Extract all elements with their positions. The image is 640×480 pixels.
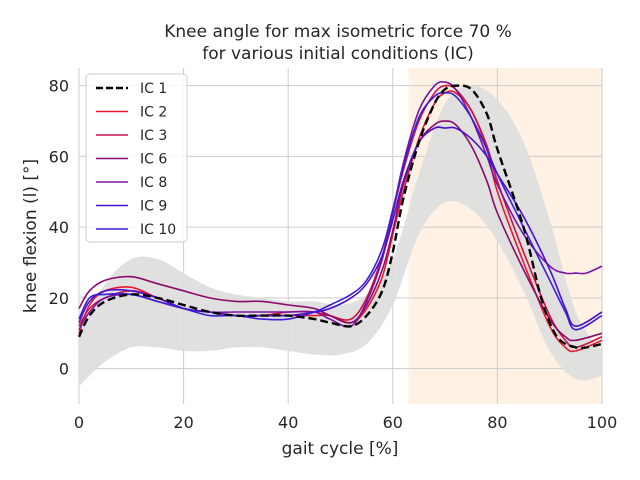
reference-band xyxy=(79,85,602,387)
chart-subtitle: for various initial conditions (IC) xyxy=(202,44,474,64)
chart-title: Knee angle for max isometric force 70 % xyxy=(164,22,512,42)
legend-box xyxy=(85,73,188,243)
y-tick-label: 60 xyxy=(49,147,69,166)
x-axis-ticks: 0 20 40 60 80 100 xyxy=(74,413,617,432)
legend-label: IC 1 xyxy=(140,81,167,97)
series-line-ic-6 xyxy=(78,120,603,342)
legend-label: IC 8 xyxy=(140,175,167,191)
y-tick-label: 20 xyxy=(49,289,69,308)
y-tick-label: 40 xyxy=(49,218,69,237)
legend-label: IC 6 xyxy=(140,152,167,168)
y-tick-label: 0 xyxy=(59,360,69,379)
legend-label: IC 9 xyxy=(140,199,167,215)
plot-area xyxy=(77,68,603,404)
x-tick-label: 100 xyxy=(587,413,618,432)
x-tick-label: 60 xyxy=(383,413,403,432)
legend: IC 1 IC 2 IC 3 IC 6 IC 8 IC 9 IC 10 xyxy=(85,73,188,243)
legend-label: IC 2 xyxy=(140,105,167,121)
y-axis-ticks: 0 20 40 60 80 xyxy=(49,77,69,379)
series-line-ic-10 xyxy=(78,91,603,331)
legend-label: IC 10 xyxy=(140,222,176,238)
series-line-ic-1 xyxy=(77,84,603,350)
y-axis-label: knee flexion (l) [°] xyxy=(21,159,41,313)
x-tick-label: 20 xyxy=(173,413,193,432)
x-tick-label: 0 xyxy=(74,413,84,432)
x-tick-label: 40 xyxy=(278,413,298,432)
series-lines xyxy=(77,80,603,353)
legend-label: IC 3 xyxy=(140,128,167,144)
x-axis-label: gait cycle [%] xyxy=(282,439,399,459)
x-tick-label: 80 xyxy=(487,413,507,432)
y-tick-label: 80 xyxy=(49,77,69,96)
